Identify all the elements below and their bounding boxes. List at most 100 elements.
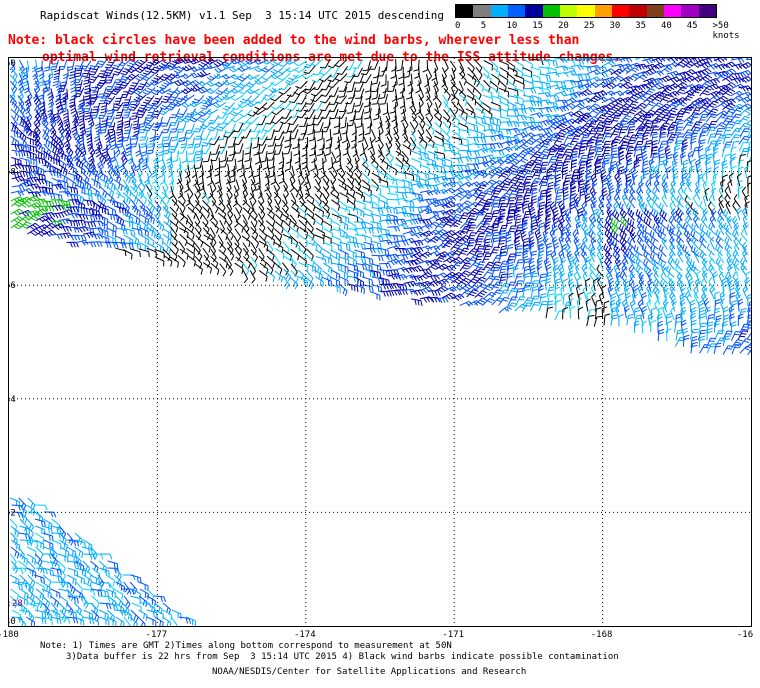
wind-barb <box>474 184 487 194</box>
wind-barb <box>249 262 257 276</box>
wind-barb <box>713 166 719 180</box>
wind-barb <box>615 159 622 174</box>
footer-credit: NOAA/NESDIS/Center for Satellite Applica… <box>212 667 527 677</box>
wind-barb <box>139 213 150 225</box>
wind-barb <box>357 130 365 143</box>
wind-barb <box>130 609 139 623</box>
wind-barb <box>442 218 455 228</box>
wind-barb <box>171 609 182 620</box>
wind-barb <box>538 301 548 312</box>
wind-barb <box>402 247 417 254</box>
wind-barb <box>669 242 676 257</box>
wind-barb <box>299 226 309 239</box>
wind-barb <box>651 108 664 118</box>
wind-barb <box>718 185 724 200</box>
wind-barb <box>190 66 204 72</box>
wind-barb <box>729 292 736 305</box>
wind-barb <box>575 221 582 235</box>
wind-barb <box>623 186 630 200</box>
wind-barb <box>313 269 323 281</box>
wind-barb <box>514 229 521 243</box>
wind-barb <box>146 192 153 206</box>
wind-barb <box>244 150 251 163</box>
wind-barb <box>51 183 65 190</box>
wind-barb <box>675 107 688 117</box>
wind-barb <box>701 172 707 187</box>
wind-barb <box>594 148 603 159</box>
wind-barb <box>712 173 719 187</box>
wind-barb <box>367 115 373 129</box>
wind-barb <box>483 179 497 187</box>
wind-barb <box>99 602 112 610</box>
wind-barb <box>634 250 643 264</box>
wind-barb <box>467 181 482 188</box>
wind-barb <box>576 276 582 291</box>
wind-barb <box>68 67 77 80</box>
wind-barb <box>665 154 673 166</box>
wind-barb <box>306 207 315 220</box>
wind-barb <box>682 75 697 83</box>
wind-barb <box>346 228 359 235</box>
wind-barb <box>708 264 715 278</box>
wind-barb <box>682 69 696 77</box>
legend-swatch <box>698 5 716 17</box>
wind-barb <box>721 146 731 158</box>
wind-barb <box>610 68 624 76</box>
wind-barb <box>106 185 115 198</box>
wind-barb <box>582 271 588 285</box>
wind-barb <box>91 214 104 220</box>
wind-barb <box>491 237 500 249</box>
wind-barb <box>699 223 708 236</box>
wind-barb <box>603 313 611 326</box>
wind-barb <box>242 247 250 262</box>
wind-barb <box>545 175 555 186</box>
wind-barb <box>706 126 717 137</box>
wind-barb <box>53 109 59 122</box>
wind-barb <box>380 74 387 87</box>
wind-barb <box>627 134 639 144</box>
wind-barb <box>162 136 173 147</box>
wind-barb <box>577 161 587 173</box>
wind-barb <box>201 213 209 228</box>
wind-barb <box>482 73 492 85</box>
wind-barb <box>621 192 628 207</box>
wind-barb <box>216 122 229 132</box>
wind-barb <box>491 223 500 235</box>
wind-barb <box>442 116 452 129</box>
wind-barb <box>352 67 364 78</box>
wind-barb <box>165 78 180 85</box>
wind-barb <box>410 265 424 273</box>
wind-barb <box>649 230 659 243</box>
wind-barb <box>742 285 749 300</box>
wind-barb <box>18 200 32 208</box>
wind-barb <box>369 59 380 70</box>
wind-barb <box>711 180 717 195</box>
wind-barb <box>679 284 686 298</box>
wind-barb <box>562 292 570 305</box>
wind-barb <box>50 525 62 534</box>
wind-barb <box>82 178 92 191</box>
wind-barb <box>466 94 477 106</box>
wind-barb <box>699 344 711 354</box>
wind-barb <box>75 214 89 220</box>
wind-barb <box>586 165 592 179</box>
wind-barb <box>169 171 175 186</box>
wind-barb <box>426 95 433 109</box>
wind-barb <box>590 172 598 187</box>
wind-barb <box>159 171 166 185</box>
wind-barb <box>685 207 693 221</box>
wind-barb <box>174 79 188 87</box>
wind-barb <box>185 616 196 626</box>
wind-barb <box>396 59 404 72</box>
wind-barb <box>378 178 389 188</box>
wind-barb <box>195 234 204 248</box>
wind-barb <box>602 147 612 158</box>
wind-barb <box>451 101 459 115</box>
wind-barb <box>697 145 704 159</box>
wind-barb <box>690 75 705 83</box>
wind-barb <box>10 221 24 230</box>
wind-barb <box>104 59 116 69</box>
wind-barb <box>394 266 409 273</box>
wind-barb <box>120 151 128 166</box>
wind-barb <box>560 228 567 243</box>
